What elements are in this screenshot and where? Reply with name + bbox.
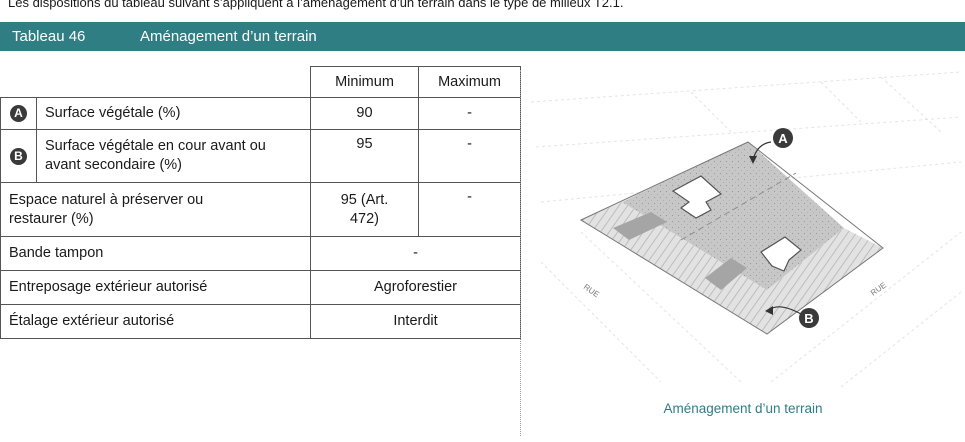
table-row: Étalage extérieur autorisé Interdit [0,304,521,339]
lot-division-line [680,172,797,241]
intro-text: Les dispositions du tableau suivant s’ap… [8,0,624,10]
table-title-bar: Tableau 46 Aménagement d’un terrain [0,22,965,51]
header-maximum: Maximum [418,66,521,98]
header-blank-cell [0,66,311,98]
lot-outline [579,141,884,335]
marker-a-label: A [778,131,788,146]
lot-diagram: RUE RUE A B [530,71,962,388]
row-maximum: - [418,129,521,183]
row-maximum: - [418,182,521,237]
column-divider [520,70,521,436]
parking-strip [705,258,747,290]
building-footprint [671,175,723,219]
marker-a-arrowhead [749,156,757,164]
lot-illustration: RUE RUE A B [521,52,965,442]
marker-a-circle [773,128,793,148]
row-minimum: 95 [310,129,419,183]
table-row: B Surface végétale en cour avant ou avan… [0,129,521,183]
street-label-left: RUE [582,282,601,299]
table-header-row: Minimum Maximum [0,66,521,98]
building-footprint [760,236,802,272]
front-yard-hatch [581,202,883,334]
parking-strip [613,212,667,240]
row-label: Surface végétale (%) [36,97,311,130]
street-label-right: RUE [869,281,888,298]
table-title: Aménagement d’un terrain [140,28,317,45]
marker-b-label: B [804,311,813,326]
row-minimum: 90 [310,97,419,130]
table-row: A Surface végétale (%) 90 - [0,97,521,130]
figure-caption: Aménagement d’un terrain [663,401,823,416]
row-label: Espace naturel à préserver ou restaurer … [0,182,311,237]
table-row: Espace naturel à préserver ou restaurer … [0,182,521,237]
row-label: Entreposage extérieur autorisé [0,270,311,305]
rules-table: Minimum Maximum A Surface végétale (%) 9… [0,66,521,339]
row-letter-cell: A [0,97,37,130]
row-value: Interdit [310,304,521,339]
table-row: Entreposage extérieur autorisé Agrofores… [0,270,521,305]
marker-a-badge: A [10,105,27,122]
row-label: Bande tampon [0,236,311,271]
row-label: Surface végétale en cour avant ou avant … [36,129,311,183]
row-value: Agroforestier [310,270,521,305]
table-row: Bande tampon - [0,236,521,271]
row-label: Étalage extérieur autorisé [0,304,311,339]
marker-b-badge: B [10,147,27,165]
marker-b-arrowhead [765,306,773,315]
header-minimum: Minimum [310,66,419,98]
row-maximum: - [418,97,521,130]
row-value: - [310,236,521,271]
row-letter-cell: B [0,129,37,183]
row-minimum: 95 (Art. 472) [310,182,419,237]
marker-b-circle [799,308,819,328]
table-number: Tableau 46 [12,28,86,45]
